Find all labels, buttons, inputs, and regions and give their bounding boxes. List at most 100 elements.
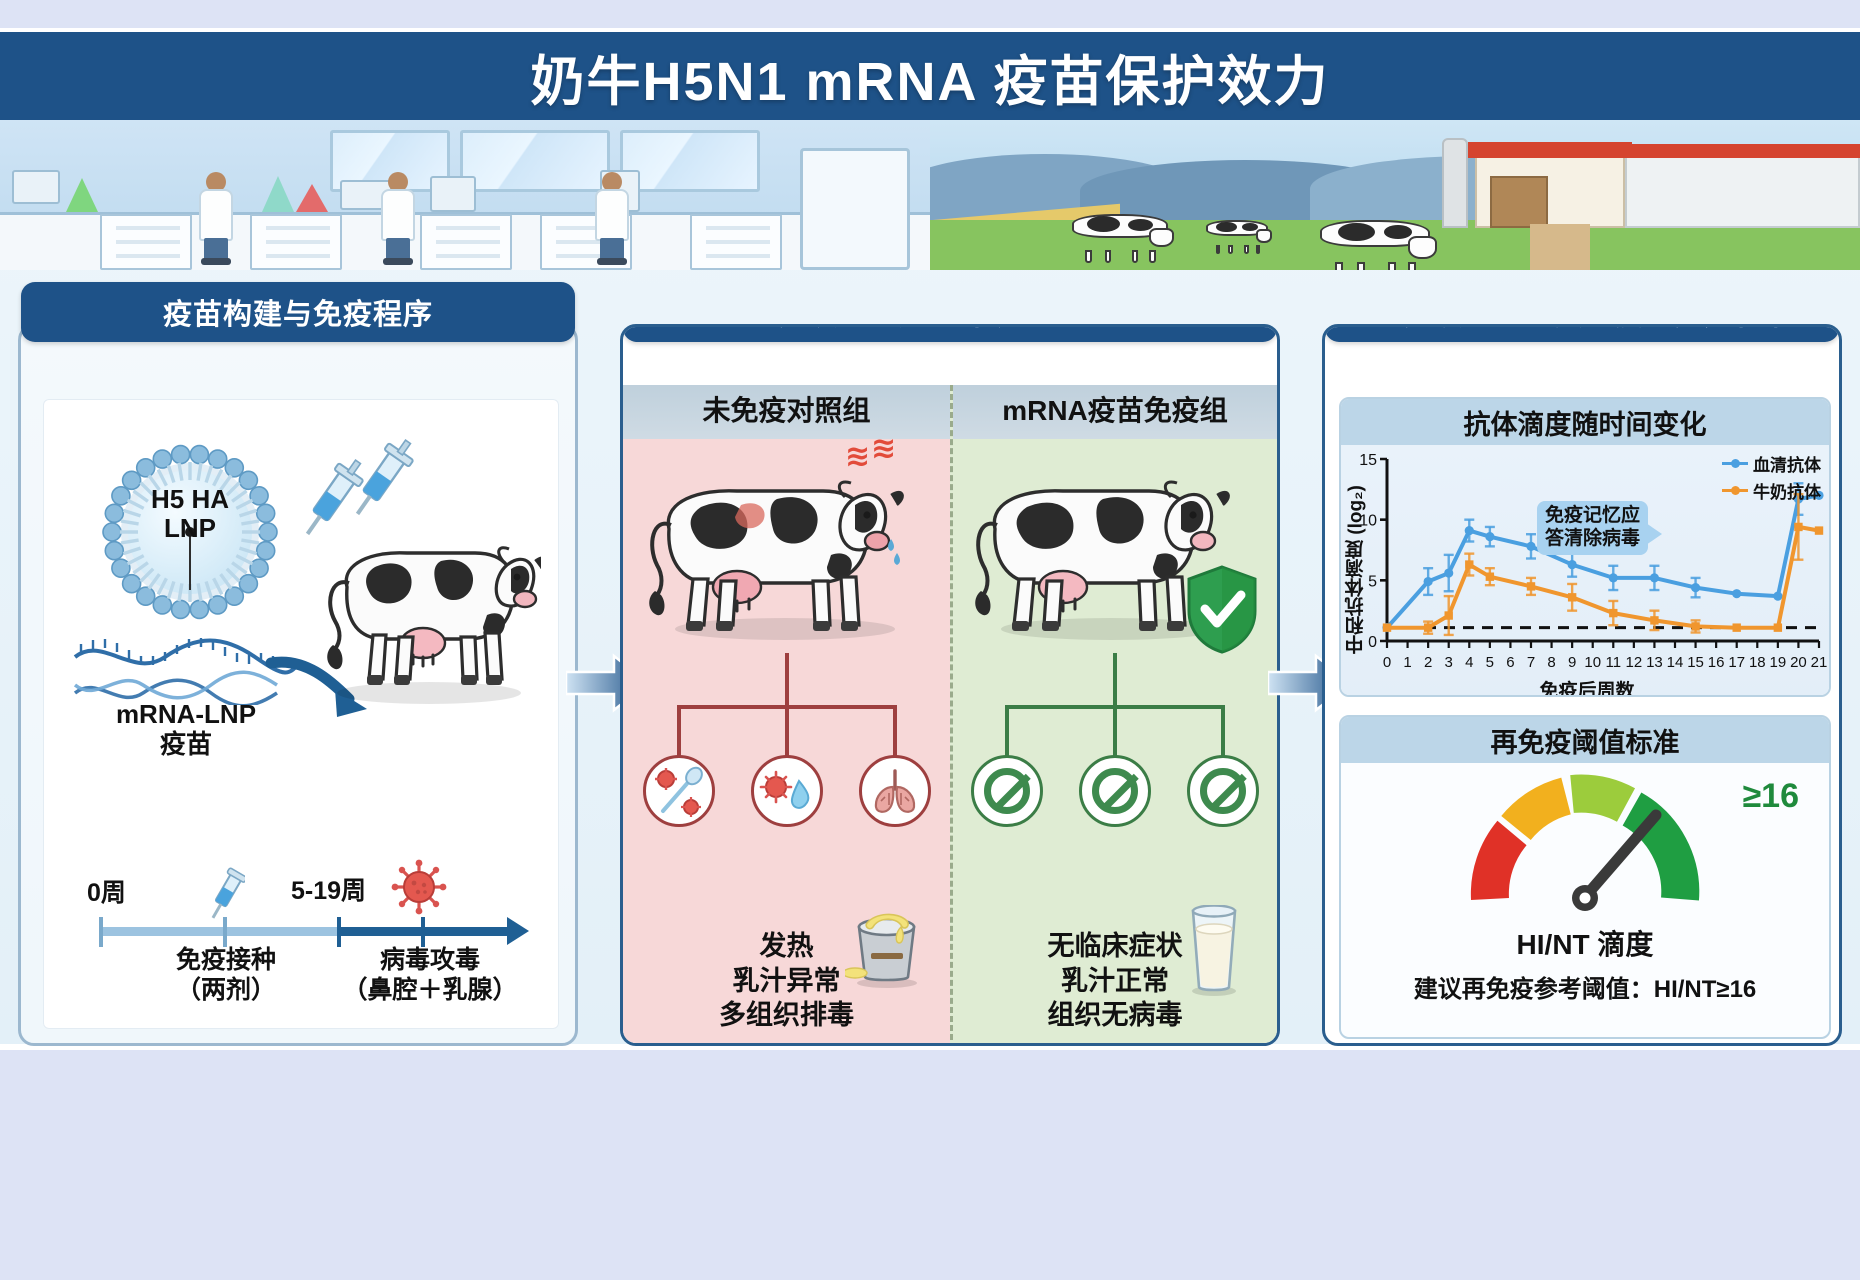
hi-nt-gauge-icon — [1460, 771, 1710, 911]
svg-text:11: 11 — [1605, 654, 1621, 671]
svg-text:10: 10 — [1359, 513, 1377, 530]
annotation-line1: 免疫记忆应 — [1545, 505, 1641, 526]
panel-vaccine-design: 疫苗构建与免疫程序 H5 HA LNP — [18, 282, 578, 1046]
svg-text:18: 18 — [1749, 654, 1766, 671]
shield-check-icon — [1183, 563, 1261, 655]
revaccination-threshold-card: 再免疫阈值标准 ≥16 HI/NT 滴度 建议再免疫参考阈值：HI/NT — [1339, 715, 1831, 1039]
chart-x-axis-label: 免疫后周数 — [1539, 681, 1635, 697]
no-entry-icon — [1187, 755, 1259, 827]
sick-cow-illustration — [645, 447, 930, 642]
virus-droplet-icon — [751, 755, 823, 827]
svg-text:20: 20 — [1790, 654, 1807, 671]
mrna-label-line1: mRNA-LNP — [115, 699, 257, 729]
grazing-cow — [1072, 214, 1174, 264]
gauge-caption: HI/NT 滴度 — [1516, 929, 1654, 960]
legend-item-milk: 牛奶抗体 — [1722, 478, 1821, 503]
panel-challenge-5weeks: 5周攻毒：完全保护与安全性 未免疫对照组 ≋ ≋ — [620, 324, 1280, 1046]
mrna-vaccine-label: mRNA-LNP 疫苗 — [61, 699, 311, 759]
syringe-small-icon — [205, 867, 248, 930]
gauge-title: 再免疫阈值标准 — [1490, 727, 1680, 758]
no-entry-icon — [971, 755, 1043, 827]
panel3-header-label: 19周攻毒：持久免疫与应用标准 — [1370, 327, 1794, 333]
panel2-header-label: 5周攻毒：完全保护与安全性 — [761, 327, 1138, 333]
panel1-header-label: 疫苗构建与免疫程序 — [162, 299, 433, 331]
vaccinated-outcomes: 无临床症状 乳汁正常 组织无病毒 — [953, 929, 1277, 1033]
panel3-header: 19周攻毒：持久免疫与应用标准 — [1325, 327, 1839, 342]
timeline-start-label: 0周 — [87, 879, 126, 907]
scientist-figure — [378, 172, 418, 265]
svg-text:5: 5 — [1368, 573, 1377, 590]
study-timeline: 0周 5-19周 — [73, 849, 533, 1019]
lnp-label-line2: LNP — [163, 513, 216, 544]
chart-title-bar: 抗体滴度随时间变化 — [1341, 399, 1829, 445]
vaccinated-outcome-1: 乳汁正常 — [1061, 965, 1169, 996]
control-group-title: 未免疫对照组 — [702, 395, 871, 426]
panel2-header: 5周攻毒：完全保护与安全性 — [623, 327, 1277, 342]
svg-text:0: 0 — [1383, 654, 1391, 671]
svg-text:15: 15 — [1359, 452, 1377, 469]
vaccinated-outcome-2: 组织无病毒 — [1047, 1000, 1183, 1031]
timeline-mid-label: 5-19周 — [291, 877, 367, 905]
vaccinated-group-column: mRNA疫苗免疫组 — [950, 385, 1277, 1043]
control-shedding-diagram — [637, 653, 937, 988]
timeline-phase1-line1: 免疫接种 — [175, 946, 276, 974]
chart-annotation-callout: 免疫记忆应 答清除病毒 — [1537, 501, 1663, 555]
control-outcome-0: 发热 — [759, 931, 814, 962]
grazing-cow — [1206, 220, 1272, 254]
legend-swatch-milk — [1722, 486, 1748, 495]
antibody-titer-chart-card: 抗体滴度随时间变化 中和抗体滴度 (log₂) 0 5 10 15 0 1 2 3 4 5 6 7 8 9… — [1339, 397, 1831, 697]
timeline-phase2-line2: （鼻腔＋乳腺） — [342, 976, 518, 1004]
no-entry-icon — [1079, 755, 1151, 827]
control-outcome-1: 乳汁异常 — [732, 965, 841, 996]
healthy-cow-illustration — [971, 447, 1256, 642]
svg-text:15: 15 — [1687, 654, 1704, 671]
header-banner — [0, 120, 1860, 270]
svg-text:5: 5 — [1486, 654, 1494, 671]
svg-text:9: 9 — [1568, 654, 1576, 671]
grazing-cow — [1320, 220, 1437, 270]
syringe-icon — [289, 458, 369, 556]
svg-text:7: 7 — [1527, 654, 1535, 671]
vaccinated-outcome-0: 无临床症状 — [1047, 931, 1183, 962]
fever-heat-icon: ≋ — [871, 432, 897, 465]
svg-text:12: 12 — [1626, 654, 1643, 671]
chart-legend: 血清抗体 牛奶抗体 — [1722, 451, 1821, 505]
control-group-column: 未免疫对照组 ≋ ≋ — [623, 385, 950, 1043]
infographic-poster: 奶牛H5N1 mRNA 疫苗保护效力 — [0, 28, 1860, 1050]
vaccinated-negative-diagram — [965, 653, 1265, 996]
lnp-label: H5 HA LNP — [151, 484, 229, 544]
control-outcomes: 发热 乳汁异常 多组织排毒 — [623, 929, 950, 1033]
legend-swatch-serum — [1722, 459, 1748, 468]
gauge-value: ≥16 — [1742, 777, 1799, 815]
scientist-figure — [196, 172, 236, 265]
svg-text:21: 21 — [1811, 654, 1828, 671]
svg-text:13: 13 — [1646, 654, 1663, 671]
legend-label-milk: 牛奶抗体 — [1753, 483, 1821, 502]
panel-durability-standard: 19周攻毒：持久免疫与应用标准 抗体滴度随时间变化 中和抗体滴度 (log₂) … — [1322, 324, 1842, 1046]
svg-text:3: 3 — [1445, 654, 1453, 671]
svg-text:6: 6 — [1506, 654, 1514, 671]
timeline-phase1-caption: 免疫接种 （两剂） — [131, 945, 321, 1005]
control-outcome-2: 多组织排毒 — [719, 1000, 854, 1031]
milk-bucket-abnormal-icon — [842, 911, 927, 989]
poster-title-bar: 奶牛H5N1 mRNA 疫苗保护效力 — [0, 32, 1860, 120]
dairy-cow-illustration — [311, 517, 547, 707]
gauge-title-bar: 再免疫阈值标准 — [1341, 717, 1829, 763]
scientist-figure — [592, 172, 632, 265]
lnp-nanoparticle-icon: H5 HA LNP — [95, 437, 285, 627]
svg-text:4: 4 — [1465, 654, 1473, 671]
panel1-header: 疫苗构建与免疫程序 — [21, 282, 575, 342]
mrna-label-line2: 疫苗 — [159, 729, 212, 760]
swab-virus-icon — [643, 755, 715, 827]
laboratory-scene — [0, 120, 930, 270]
svg-text:19: 19 — [1770, 654, 1787, 671]
chart-title: 抗体滴度随时间变化 — [1463, 409, 1707, 440]
lungs-icon — [859, 755, 931, 827]
svg-text:10: 10 — [1584, 654, 1601, 671]
page-title: 奶牛H5N1 mRNA 疫苗保护效力 — [530, 51, 1330, 112]
milk-glass-normal-icon — [1185, 904, 1243, 997]
svg-text:14: 14 — [1667, 654, 1684, 671]
virus-particle-icon — [391, 859, 447, 920]
svg-text:2: 2 — [1424, 654, 1432, 671]
panel1-card: H5 HA LNP mRNA-LNP 疫苗 — [43, 399, 559, 1029]
